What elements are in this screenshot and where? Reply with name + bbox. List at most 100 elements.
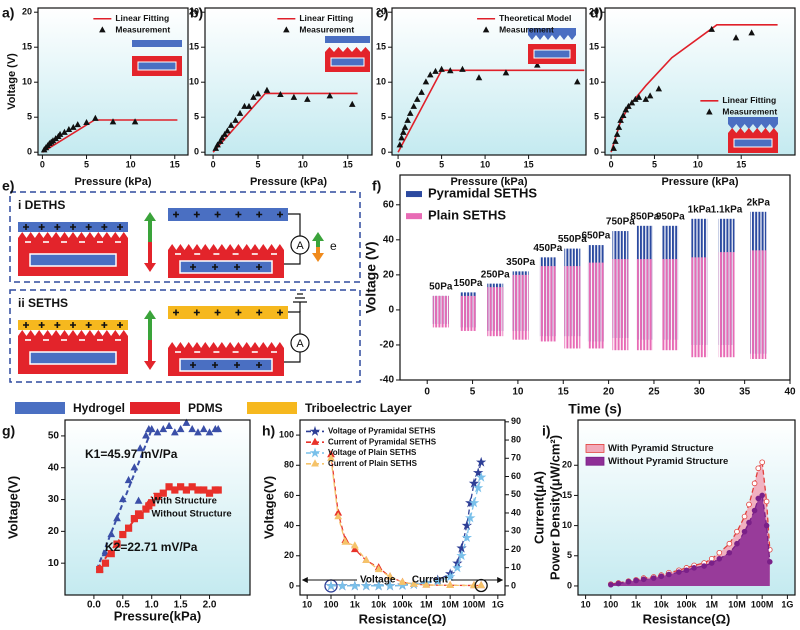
marker — [250, 93, 257, 100]
annotation: K2=22.71 mV/Pa — [105, 540, 198, 554]
marker — [92, 114, 99, 121]
marker — [763, 498, 770, 505]
x-tick-label: 1.0 — [145, 600, 159, 611]
line — [610, 24, 778, 153]
teeth — [168, 244, 284, 250]
marker — [759, 459, 765, 466]
y-tick-label: 20 — [284, 550, 294, 560]
x-tick-label: 0 — [40, 159, 45, 169]
plus-sign — [85, 224, 92, 230]
panel-label: f) — [372, 178, 381, 194]
marker — [741, 528, 748, 535]
y-tick-label: 0 — [27, 147, 32, 157]
marker — [205, 428, 214, 436]
x-axis-label: Pressure (kPa) — [661, 176, 738, 188]
plot-frame — [604, 7, 796, 156]
inset-hydrogel — [528, 28, 576, 35]
marker — [615, 123, 623, 130]
burst — [691, 257, 708, 358]
marker — [153, 428, 162, 436]
marker — [635, 93, 643, 100]
legend-swatch — [585, 456, 605, 466]
marker — [706, 108, 713, 115]
ammeter-label: A — [296, 240, 304, 252]
x-tick-label: 10 — [512, 387, 524, 398]
y-tick-label: 5 — [194, 112, 199, 122]
marker — [65, 125, 73, 133]
marker — [734, 540, 740, 547]
marker — [373, 580, 384, 591]
electrode — [29, 351, 117, 365]
x-axis-label: Time (s) — [568, 401, 621, 417]
burst-label: 350Pa — [506, 257, 535, 268]
marker — [683, 567, 690, 574]
marker — [283, 26, 290, 33]
teeth — [18, 232, 128, 238]
marker — [422, 580, 431, 588]
marker — [212, 144, 220, 151]
marker — [628, 99, 636, 106]
electrode — [179, 358, 273, 372]
marker — [134, 510, 143, 518]
teeth — [528, 35, 576, 40]
y2-tick-label: 10 — [511, 562, 521, 572]
y2-tick-label: 70 — [511, 453, 521, 463]
marker — [214, 486, 222, 494]
y2-tick-label: 80 — [511, 434, 521, 444]
marker — [304, 95, 311, 102]
marker — [746, 519, 752, 526]
y-tick-label: 10 — [48, 558, 60, 569]
x-tick-label: 20 — [603, 387, 615, 398]
y-axis-label: Power Density(μW/cm²) — [547, 435, 562, 580]
x-tick-label: 1G — [781, 599, 793, 609]
panel-label: c) — [376, 5, 388, 21]
plus-sign — [85, 322, 92, 328]
fit-line — [96, 492, 156, 571]
legend-label: Current of Plain SETHS — [328, 459, 418, 468]
y-tick-label: 20 — [589, 7, 599, 17]
x-tick-label: 0 — [396, 159, 401, 169]
x-tick-label: 10M — [728, 599, 746, 609]
legend-label: Pyramidal SETHS — [428, 185, 537, 200]
marker — [406, 109, 414, 116]
plus-sign — [256, 264, 262, 270]
plot-frame — [399, 174, 791, 381]
marker — [534, 61, 541, 68]
plus-sign — [190, 362, 196, 368]
marker — [759, 492, 765, 499]
marker — [642, 95, 650, 102]
marker — [445, 571, 456, 582]
plot-background — [38, 8, 188, 155]
marker — [142, 431, 150, 439]
marker — [468, 477, 480, 488]
arrow-head — [144, 212, 156, 221]
marker — [290, 93, 298, 100]
x-tick-label: 1k — [631, 599, 642, 609]
x-tick-label: 5 — [84, 159, 89, 169]
plot-frame — [37, 7, 189, 156]
legend-label: Plain SETHS — [428, 208, 506, 223]
marker — [309, 425, 321, 436]
plot-background — [605, 8, 795, 155]
legend-label: Hydrogel — [73, 401, 125, 415]
annotation: Voltage — [360, 575, 396, 586]
x-tick-label: 15 — [170, 159, 180, 169]
layer — [168, 306, 288, 319]
x-tick-label: 10k — [371, 599, 387, 609]
line — [610, 494, 771, 586]
marker — [413, 95, 421, 102]
marker — [748, 29, 755, 36]
plus-sign — [256, 362, 262, 368]
burst — [718, 252, 735, 358]
marker — [101, 559, 110, 567]
x-tick-label: 100 — [323, 599, 338, 609]
x-tick-label: 35 — [739, 387, 751, 398]
inset-electrode — [137, 61, 177, 71]
y-tick-label: 20 — [189, 7, 199, 17]
y-tick-label: 10 — [22, 77, 32, 87]
marker — [349, 580, 361, 591]
y2-tick-label: 50 — [511, 489, 521, 499]
section-box — [9, 191, 361, 283]
marker — [214, 425, 223, 433]
marker — [461, 532, 473, 543]
